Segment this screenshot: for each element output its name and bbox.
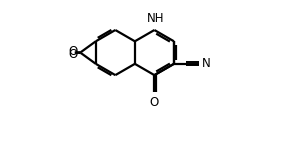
Text: NH: NH	[147, 12, 164, 25]
Text: O: O	[69, 48, 78, 61]
Text: O: O	[69, 45, 78, 58]
Text: N: N	[201, 57, 210, 70]
Text: O: O	[150, 96, 159, 109]
